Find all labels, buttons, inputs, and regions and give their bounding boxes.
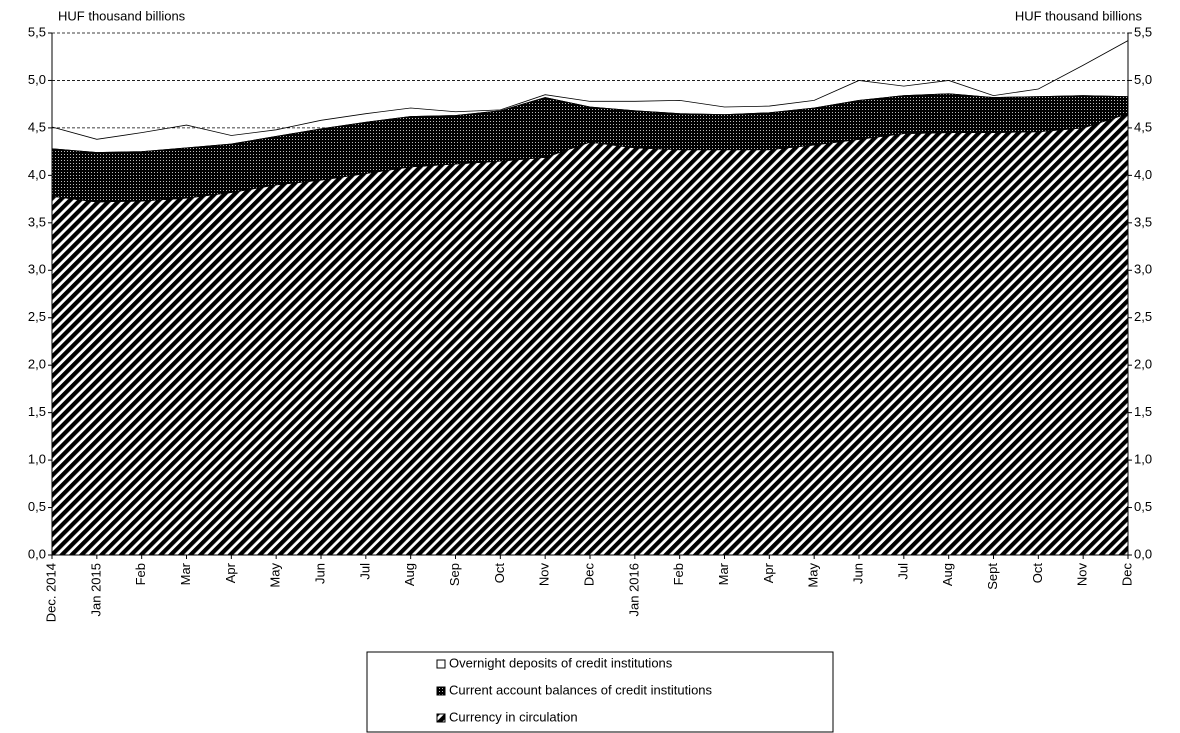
y-axis-label: HUF thousand billions: [58, 8, 186, 23]
x-tick-label: Nov: [537, 563, 552, 587]
y2-tick-label: 2,0: [1134, 357, 1152, 372]
x-tick-label: Dec. 2014: [43, 563, 58, 622]
legend-label: Currency in circulation: [449, 709, 578, 724]
x-tick-label: Mar: [178, 562, 193, 585]
y-tick-label: 4,5: [28, 119, 46, 134]
x-tick-label: Oct: [492, 563, 507, 584]
x-tick-label: Jan 2016: [626, 563, 641, 617]
y2-tick-label: 5,5: [1134, 24, 1152, 39]
x-tick-label: Apr: [223, 562, 238, 583]
x-tick-label: Dec: [1119, 563, 1134, 587]
y-tick-label: 4,0: [28, 167, 46, 182]
x-tick-label: May: [268, 563, 283, 588]
x-tick-label: Jan 2015: [88, 563, 103, 617]
legend-swatch: [436, 686, 446, 696]
x-tick-label: Apr: [761, 562, 776, 583]
x-tick-label: Nov: [1075, 563, 1090, 587]
y-tick-label: 1,5: [28, 404, 46, 419]
x-tick-label: Sept: [985, 563, 1000, 590]
x-tick-label: Aug: [402, 563, 417, 586]
x-tick-label: Feb: [133, 563, 148, 585]
y-tick-label: 3,5: [28, 214, 46, 229]
x-tick-label: Aug: [940, 563, 955, 586]
y2-tick-label: 1,5: [1134, 404, 1152, 419]
y-tick-label: 3,0: [28, 262, 46, 277]
y-tick-label: 0,5: [28, 499, 46, 514]
x-tick-label: Dec: [581, 563, 596, 587]
y-tick-label: 5,0: [28, 72, 46, 87]
y2-tick-label: 3,5: [1134, 214, 1152, 229]
x-tick-label: Mar: [716, 562, 731, 585]
x-tick-label: Sep: [447, 563, 462, 586]
x-tick-label: May: [806, 563, 821, 588]
legend-label: Current account balances of credit insti…: [449, 682, 713, 697]
y-tick-label: 0,0: [28, 546, 46, 561]
y-tick-label: 5,5: [28, 24, 46, 39]
legend: Overnight deposits of credit institution…: [436, 655, 713, 724]
y2-tick-label: 5,0: [1134, 72, 1152, 87]
x-tick-label: Jul: [895, 563, 910, 580]
y2-tick-label: 0,5: [1134, 499, 1152, 514]
x-tick-label: Jun: [312, 563, 327, 584]
legend-swatch: [436, 659, 446, 669]
y2-axis-label: HUF thousand billions: [1015, 8, 1143, 23]
legend-label: Overnight deposits of credit institution…: [449, 655, 673, 670]
y2-tick-label: 2,5: [1134, 309, 1152, 324]
x-tick-label: Feb: [671, 563, 686, 585]
areas: [51, 39, 1129, 556]
y2-tick-label: 3,0: [1134, 262, 1152, 277]
y2-tick-label: 4,0: [1134, 167, 1152, 182]
y2-tick-label: 1,0: [1134, 452, 1152, 467]
x-tick-label: Jul: [357, 563, 372, 580]
y2-tick-label: 4,5: [1134, 119, 1152, 134]
axes: 0,0 0,5 1,0 1,5 2,0 2,5 3,0 3,5 4,0 4,5 5,0 5,5 0,0 0…: [28, 24, 1152, 622]
x-tick-label: Oct: [1030, 563, 1045, 584]
y-tick-label: 2,5: [28, 309, 46, 324]
x-tick-label: Jun: [850, 563, 865, 584]
legend-swatch: [436, 713, 446, 723]
y-tick-label: 1,0: [28, 452, 46, 467]
y2-tick-label: 0,0: [1134, 546, 1152, 561]
y-tick-label: 2,0: [28, 357, 46, 372]
